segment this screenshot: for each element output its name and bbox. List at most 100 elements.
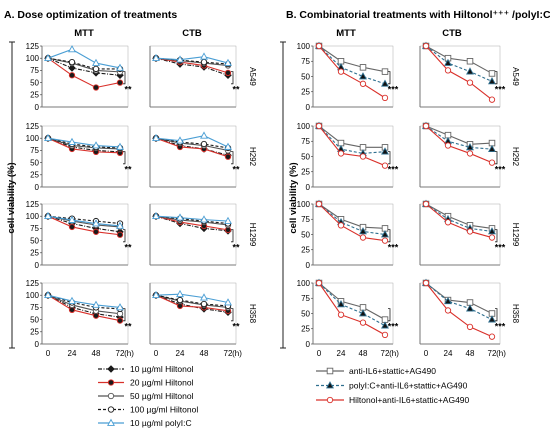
data-point [176,289,184,298]
significance-bracket [231,151,234,165]
legend-marker [107,406,115,413]
data-point [488,96,496,103]
y-tick-label: 125 [26,200,40,209]
y-tick-label: 25 [301,246,310,255]
plot-frame [41,203,129,266]
data-point [92,84,100,91]
data-point [152,290,160,299]
plot-frame [149,203,237,266]
series-line [318,203,386,229]
y-tick-label: 50 [30,236,39,245]
data-point [488,77,496,85]
y-tick-label: 100 [26,212,40,221]
data-point [116,142,124,150]
legend-marker [326,396,334,404]
data-point [116,231,124,238]
subplot-a-h358-mtt: 0 25 50 75 100 125 0 24 48 72 (h) ** [26,279,135,358]
y-axis-bracket-caps [9,41,15,349]
y-tick-label: 75 [30,303,39,312]
data-point [92,219,100,227]
y-tick-label: 0 [35,340,40,349]
data-point [92,300,100,308]
x-tick-label: 24 [337,349,346,358]
data-point [176,136,184,144]
y-tick-label: 100 [26,54,40,63]
data-point [466,304,474,312]
data-point [68,72,76,79]
plot-frame [312,125,394,188]
data-point [200,140,208,148]
data-point [381,79,389,87]
data-point [92,228,100,235]
series-line [155,294,229,307]
significance-label: *** [388,321,399,331]
data-point [488,227,496,235]
significance-bracket [388,308,391,322]
data-point [176,296,184,304]
y-tick-label: 100 [297,42,311,51]
subplot-b-a549-mtt: 0 25 50 75 100 *** [297,41,399,112]
legend-marker [107,379,115,386]
data-point [444,58,452,66]
data-point [44,211,52,220]
legend-a-entry: 10 µg/ml polyI:C [98,418,192,428]
subplot-b-a549-ctb: *** [419,41,506,108]
legend-a-entry: 50 µg/ml Hiltonol [98,391,194,401]
y-tick-label: 50 [30,78,39,87]
subplot-a-h292-mtt: 0 25 50 75 100 125 ** [26,122,132,192]
series-line [155,215,229,222]
legend-b: anti-IL6+stattic+AG490 polyI:C+anti-IL6+s… [316,366,470,405]
data-point [68,45,76,53]
y-tick-label: 0 [306,183,311,192]
data-point [444,219,452,226]
data-point [44,133,52,142]
series-line [155,56,229,64]
legend-a-entry: 20 µg/ml Hiltonol [98,378,194,388]
series-line [318,282,386,336]
x-tick-label: 0 [46,349,51,358]
legend-label: 100 µg/ml Hiltonol [130,405,198,415]
significance-bracket [495,308,498,322]
y-tick-label: 25 [301,325,310,334]
significance-label: ** [232,164,240,174]
legend-label: polyI:C+anti-IL6+stattic+AG490 [349,381,468,391]
x-tick-label: 0 [154,349,159,358]
subplot-a-h358-ctb: 0 24 48 72 (h) ** [149,282,242,358]
y-tick-label: 50 [301,72,310,81]
data-point [116,221,124,229]
significance-label: *** [495,321,506,331]
data-point [68,215,76,223]
data-point [224,216,232,224]
series-line [155,215,229,231]
data-point [152,133,160,142]
data-point [116,63,124,71]
legend-b-entry: polyI:C+anti-IL6+stattic+AG490 [316,381,468,391]
subplot-b-h1299-mtt: 0 25 50 75 100 *** [297,199,399,270]
data-point [200,215,208,223]
data-point [92,58,100,66]
significance-label: ** [124,321,132,331]
data-point [488,315,496,323]
y-tick-label: 100 [297,279,311,288]
series-line [425,125,493,164]
data-point [466,150,474,157]
series-line [318,203,386,242]
series-line [155,57,229,74]
data-point [200,52,208,60]
cell-line-label: H1299 [511,223,520,247]
legend-label: anti-IL6+stattic+AG490 [349,366,436,376]
x-unit-label: (h) [124,349,134,358]
y-tick-label: 100 [297,200,311,209]
y-tick-label: 50 [301,230,310,239]
legend-marker [326,367,334,375]
data-point [200,58,208,66]
data-point [68,296,76,304]
significance-bracket [388,229,391,243]
data-point [68,64,76,72]
plot-frame [41,282,129,345]
cell-line-label: H292 [248,147,257,167]
x-tick-label: 24 [68,349,77,358]
series-line [47,137,121,150]
significance-bracket [388,151,391,165]
data-point [381,321,389,329]
